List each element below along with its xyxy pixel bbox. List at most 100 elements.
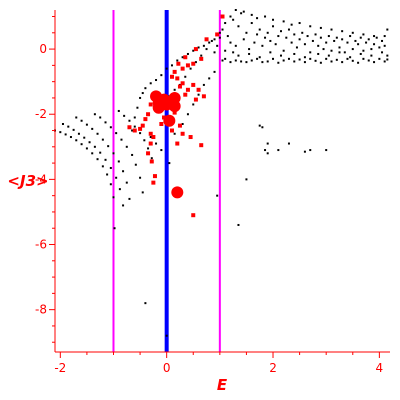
data-point bbox=[261, 61, 264, 64]
data-point bbox=[335, 36, 338, 39]
data-point bbox=[370, 48, 373, 51]
data-point bbox=[189, 67, 192, 70]
data-point bbox=[163, 114, 176, 127]
data-point bbox=[378, 57, 381, 60]
data-points bbox=[54, 9, 389, 337]
data-point bbox=[59, 131, 62, 134]
data-point bbox=[309, 25, 312, 28]
data-point bbox=[341, 30, 344, 33]
data-point bbox=[96, 158, 99, 161]
data-point bbox=[309, 57, 312, 60]
data-point bbox=[201, 94, 206, 99]
data-point bbox=[173, 132, 176, 135]
data-point bbox=[186, 113, 189, 116]
data-point bbox=[245, 61, 248, 64]
y-tick-label: 0 bbox=[39, 42, 47, 56]
data-point bbox=[232, 51, 235, 54]
data-point bbox=[168, 162, 171, 165]
data-point bbox=[155, 142, 158, 145]
data-point bbox=[327, 54, 330, 57]
data-point bbox=[354, 39, 357, 42]
data-point bbox=[148, 141, 153, 146]
data-point bbox=[221, 28, 224, 31]
data-point bbox=[306, 35, 309, 38]
data-point bbox=[160, 98, 173, 111]
data-point bbox=[240, 60, 243, 63]
data-point bbox=[160, 149, 163, 152]
data-point bbox=[180, 81, 185, 86]
data-point bbox=[159, 122, 164, 126]
data-point bbox=[295, 46, 298, 49]
x-axis-title: E bbox=[217, 376, 228, 394]
data-point bbox=[330, 60, 333, 63]
data-point bbox=[293, 52, 296, 55]
data-point bbox=[69, 136, 72, 139]
data-point bbox=[146, 151, 151, 156]
data-point bbox=[169, 128, 174, 133]
data-point bbox=[104, 121, 107, 124]
data-point bbox=[91, 127, 94, 130]
data-point bbox=[229, 15, 232, 18]
data-point bbox=[258, 28, 261, 31]
data-point bbox=[194, 61, 197, 64]
data-point bbox=[272, 18, 275, 21]
data-point bbox=[128, 119, 131, 122]
data-point bbox=[216, 44, 219, 47]
data-point bbox=[216, 194, 219, 197]
data-point bbox=[338, 46, 341, 49]
data-point bbox=[381, 39, 384, 42]
data-point bbox=[177, 84, 182, 89]
data-point bbox=[85, 123, 88, 126]
data-point bbox=[269, 39, 272, 42]
data-point bbox=[144, 302, 147, 305]
data-point bbox=[72, 128, 75, 131]
data-point bbox=[357, 61, 360, 64]
data-point bbox=[264, 15, 267, 18]
data-point bbox=[221, 59, 224, 62]
data-point bbox=[140, 123, 145, 128]
data-point bbox=[184, 75, 187, 78]
data-point bbox=[237, 223, 240, 226]
data-point bbox=[200, 54, 203, 57]
data-point bbox=[229, 41, 232, 44]
data-point bbox=[285, 36, 288, 39]
data-point bbox=[199, 143, 204, 148]
data-point bbox=[253, 41, 256, 44]
data-point bbox=[314, 59, 317, 62]
data-point bbox=[314, 33, 317, 36]
data-point bbox=[150, 157, 153, 160]
data-point bbox=[248, 52, 251, 55]
y-tick-label: -6 bbox=[35, 238, 47, 252]
data-point bbox=[99, 151, 102, 154]
data-point bbox=[365, 41, 368, 44]
data-point bbox=[258, 56, 261, 59]
data-point bbox=[322, 48, 325, 51]
data-point bbox=[75, 139, 78, 142]
data-point bbox=[131, 153, 134, 156]
data-point bbox=[234, 44, 237, 47]
data-point bbox=[301, 31, 304, 34]
data-point bbox=[383, 44, 386, 47]
data-point bbox=[335, 58, 338, 61]
data-point bbox=[80, 143, 83, 146]
data-point bbox=[351, 59, 354, 62]
data-point bbox=[277, 35, 280, 38]
data-point bbox=[117, 160, 120, 163]
data-point bbox=[234, 9, 237, 11]
data-point bbox=[256, 33, 259, 36]
data-point bbox=[104, 158, 107, 161]
data-point bbox=[370, 54, 373, 57]
data-point bbox=[61, 123, 64, 125]
data-point bbox=[85, 147, 88, 150]
data-point bbox=[149, 136, 152, 139]
data-point bbox=[309, 51, 312, 54]
data-point bbox=[183, 92, 188, 97]
data-point bbox=[175, 141, 180, 146]
data-point bbox=[272, 57, 275, 60]
data-point bbox=[109, 126, 112, 129]
data-point bbox=[282, 20, 285, 23]
data-point bbox=[115, 132, 118, 135]
data-point bbox=[250, 59, 253, 62]
data-point bbox=[309, 149, 312, 152]
y-axis-title: <J3> bbox=[7, 172, 48, 190]
